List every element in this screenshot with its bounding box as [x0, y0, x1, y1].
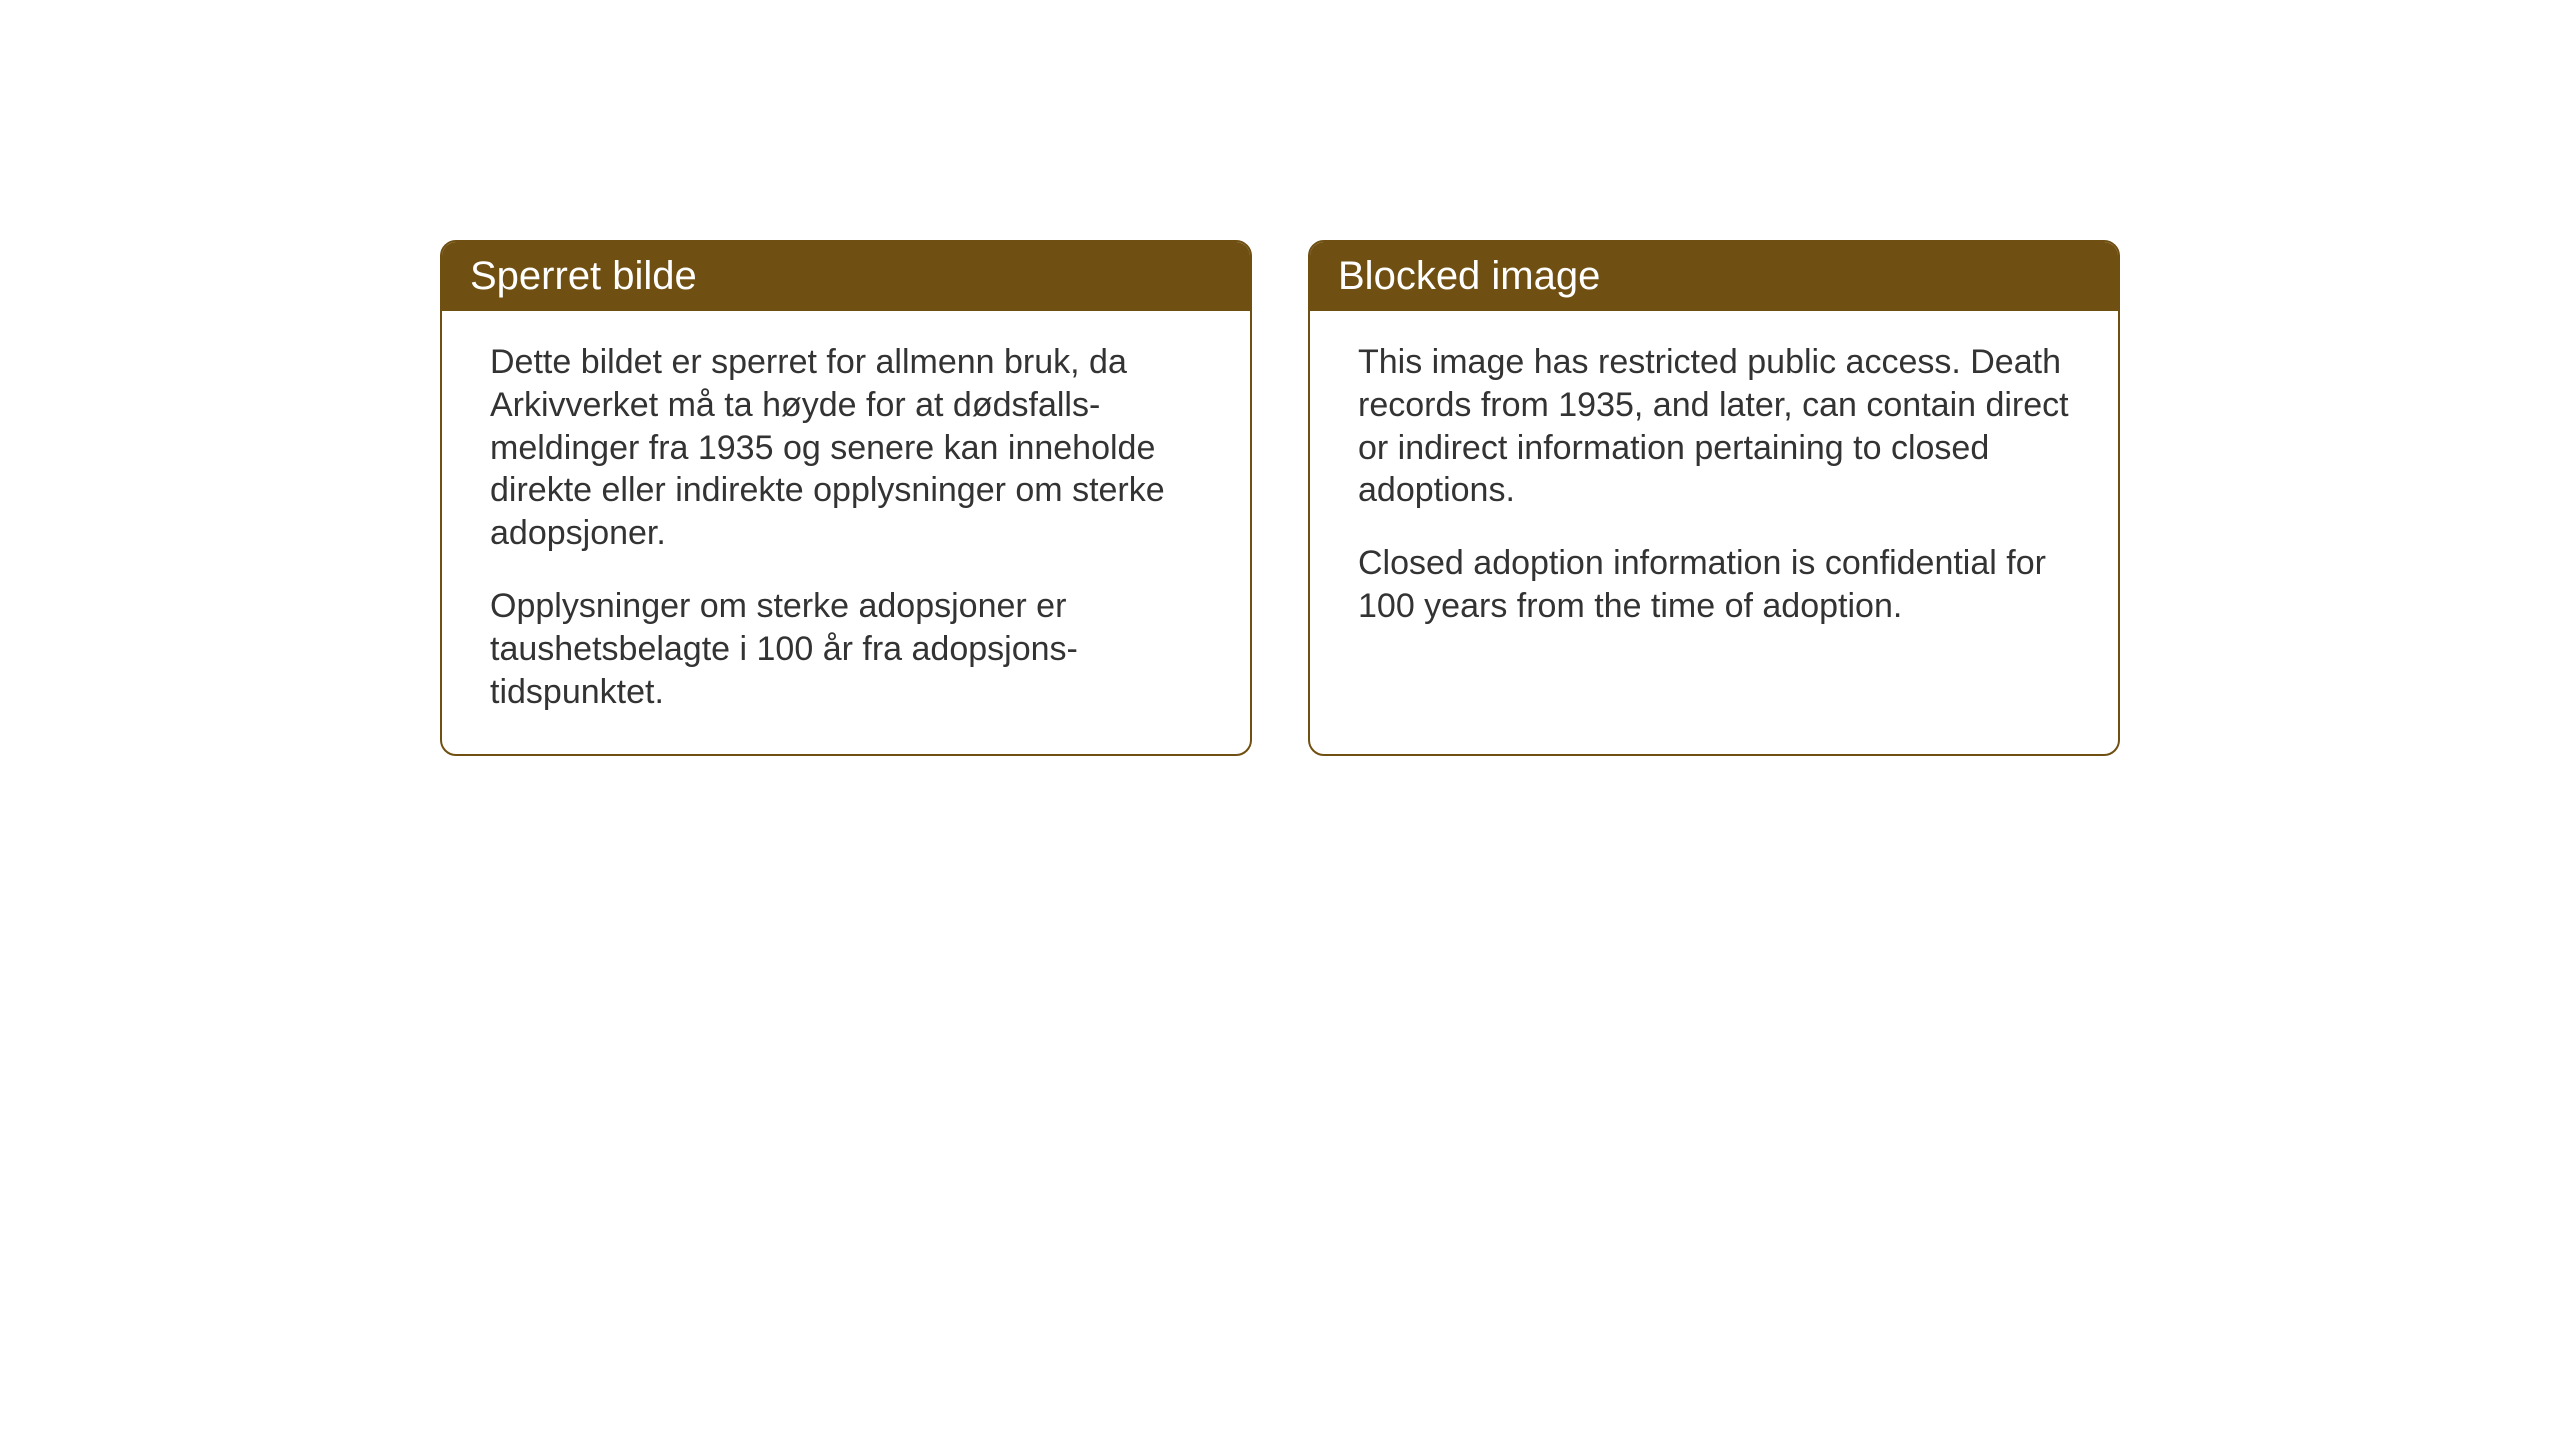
- notice-cards-container: Sperret bilde Dette bildet er sperret fo…: [440, 240, 2120, 756]
- norwegian-paragraph-1: Dette bildet er sperret for allmenn bruk…: [490, 341, 1202, 555]
- norwegian-paragraph-2: Opplysninger om sterke adopsjoner er tau…: [490, 585, 1202, 713]
- english-card-title: Blocked image: [1338, 254, 1600, 298]
- norwegian-card-body: Dette bildet er sperret for allmenn bruk…: [442, 311, 1250, 754]
- norwegian-card-header: Sperret bilde: [442, 242, 1250, 311]
- english-notice-card: Blocked image This image has restricted …: [1308, 240, 2120, 756]
- norwegian-card-title: Sperret bilde: [470, 254, 697, 298]
- english-card-body: This image has restricted public access.…: [1310, 311, 2118, 668]
- english-paragraph-1: This image has restricted public access.…: [1358, 341, 2070, 512]
- english-card-header: Blocked image: [1310, 242, 2118, 311]
- english-paragraph-2: Closed adoption information is confident…: [1358, 542, 2070, 628]
- norwegian-notice-card: Sperret bilde Dette bildet er sperret fo…: [440, 240, 1252, 756]
